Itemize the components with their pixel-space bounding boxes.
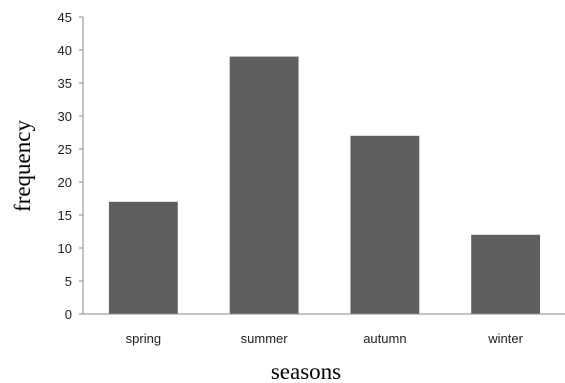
y-axis-title: frequency [10,120,35,212]
category-label-winter: winter [487,331,523,346]
bar-autumn [350,135,420,314]
x-axis-title: seasons [271,359,341,383]
category-labels: spring summer autumn winter [126,331,524,346]
bar-winter [471,234,541,314]
y-tick-label: 45 [58,10,72,25]
y-tick-label: 40 [58,43,72,58]
y-tick-label: 0 [65,307,72,322]
y-axis-ticks: 0 5 10 15 20 25 30 35 40 45 [58,10,83,322]
category-label-spring: spring [126,331,161,346]
y-tick-label: 5 [65,274,72,289]
y-tick-label: 10 [58,241,72,256]
y-tick-label: 15 [58,208,72,223]
category-label-summer: summer [241,331,289,346]
y-tick-label: 25 [58,142,72,157]
category-label-autumn: autumn [363,331,406,346]
y-tick-label: 30 [58,109,72,124]
bar-summer [229,56,299,314]
bars [108,56,541,314]
y-tick-label: 35 [58,76,72,91]
bar-spring [108,201,178,314]
y-tick-label: 20 [58,175,72,190]
